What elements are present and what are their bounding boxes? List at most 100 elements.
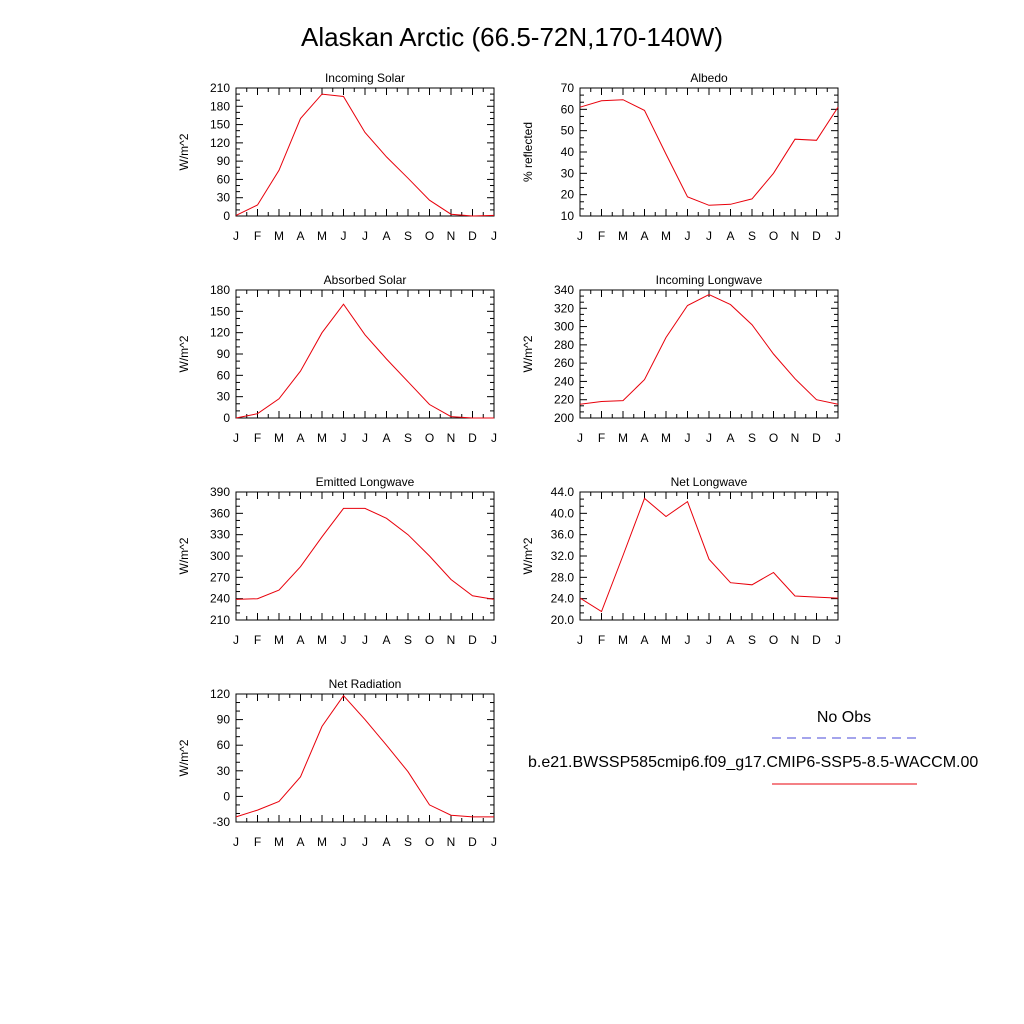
plot-frame [579, 289, 839, 419]
x-tick-label: D [468, 431, 477, 445]
x-tick-label: J [233, 431, 239, 445]
x-tick-label: D [468, 835, 477, 849]
x-tick-label: A [640, 431, 648, 445]
x-tick-label: J [706, 229, 712, 243]
x-tick-label: F [254, 229, 261, 243]
x-tick-label: A [382, 835, 390, 849]
series-line-model [579, 294, 839, 405]
x-tick-label: A [640, 633, 648, 647]
x-tick-label: N [447, 431, 456, 445]
x-tick-label: M [317, 431, 327, 445]
panel-title: Net Radiation [329, 677, 402, 691]
y-tick-label: 60 [217, 172, 231, 186]
x-tick-label: D [468, 229, 477, 243]
plot-frame [235, 87, 495, 217]
y-tick-label: 28.0 [551, 570, 575, 584]
x-tick-label: J [835, 431, 841, 445]
x-tick-label: J [362, 835, 368, 849]
x-tick-label: A [640, 229, 648, 243]
x-tick-label: A [296, 431, 304, 445]
y-tick-label: 30 [561, 166, 575, 180]
y-tick-label: 120 [210, 136, 230, 150]
y-tick-label: 30 [217, 764, 231, 778]
y-tick-label: 20.0 [551, 613, 575, 627]
y-axis-label: W/m^2 [177, 133, 191, 170]
x-tick-label: M [618, 633, 628, 647]
y-tick-label: 120 [210, 687, 230, 701]
x-tick-label: N [791, 633, 800, 647]
x-tick-label: N [447, 633, 456, 647]
series-line-model [579, 99, 839, 206]
y-tick-label: 0 [223, 789, 230, 803]
panel-title: Incoming Solar [325, 71, 405, 85]
y-axis-label: % reflected [521, 122, 535, 182]
x-tick-label: M [661, 431, 671, 445]
x-tick-label: J [685, 431, 691, 445]
y-tick-label: 50 [561, 124, 575, 138]
x-tick-label: O [425, 431, 434, 445]
y-tick-label: 120 [210, 326, 230, 340]
x-tick-label: A [726, 431, 734, 445]
x-tick-label: A [296, 229, 304, 243]
x-tick-label: O [425, 229, 434, 243]
y-tick-label: 320 [554, 301, 574, 315]
x-tick-label: J [233, 229, 239, 243]
x-tick-label: D [812, 229, 821, 243]
panel-title: Albedo [690, 71, 728, 85]
x-tick-label: J [685, 229, 691, 243]
x-tick-label: M [274, 431, 284, 445]
x-tick-label: D [468, 633, 477, 647]
y-tick-label: 210 [210, 81, 230, 95]
x-tick-label: N [447, 835, 456, 849]
x-tick-label: O [769, 431, 778, 445]
y-tick-label: 0 [223, 209, 230, 223]
series-line-model [579, 497, 839, 613]
x-tick-label: J [706, 431, 712, 445]
y-tick-label: -30 [213, 815, 231, 829]
y-tick-label: 260 [554, 356, 574, 370]
x-tick-label: J [491, 835, 497, 849]
x-tick-label: F [598, 431, 605, 445]
y-tick-label: 210 [210, 613, 230, 627]
x-tick-label: M [274, 835, 284, 849]
x-tick-label: O [769, 633, 778, 647]
x-tick-label: A [296, 633, 304, 647]
x-tick-label: J [685, 633, 691, 647]
y-axis-label: W/m^2 [521, 537, 535, 574]
x-tick-label: M [618, 431, 628, 445]
y-tick-label: 90 [217, 713, 231, 727]
x-tick-label: F [254, 633, 261, 647]
y-tick-label: 270 [210, 570, 230, 584]
x-tick-label: J [577, 229, 583, 243]
x-tick-label: J [835, 229, 841, 243]
x-tick-label: D [812, 633, 821, 647]
x-tick-label: N [447, 229, 456, 243]
y-tick-label: 44.0 [551, 485, 575, 499]
y-tick-label: 220 [554, 393, 574, 407]
x-tick-label: J [362, 229, 368, 243]
y-tick-label: 70 [561, 81, 575, 95]
x-tick-label: S [748, 633, 756, 647]
x-tick-label: F [254, 431, 261, 445]
x-tick-label: A [296, 835, 304, 849]
y-tick-label: 360 [210, 506, 230, 520]
x-tick-label: J [491, 633, 497, 647]
x-tick-label: J [341, 431, 347, 445]
x-tick-label: A [382, 431, 390, 445]
panel-title: Net Longwave [671, 475, 748, 489]
x-tick-label: S [748, 431, 756, 445]
x-tick-label: F [254, 835, 261, 849]
y-tick-label: 24.0 [551, 592, 575, 606]
x-tick-label: D [812, 431, 821, 445]
y-tick-label: 40.0 [551, 506, 575, 520]
x-tick-label: A [382, 633, 390, 647]
x-tick-label: J [233, 835, 239, 849]
x-tick-label: J [341, 229, 347, 243]
x-tick-label: F [598, 633, 605, 647]
x-tick-label: M [661, 229, 671, 243]
x-tick-label: S [404, 431, 412, 445]
